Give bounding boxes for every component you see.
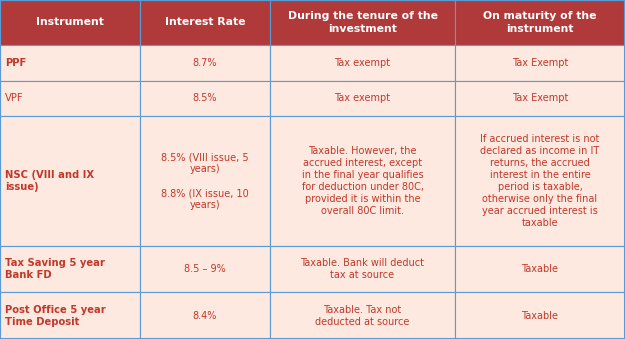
Text: If accrued interest is not
declared as income in IT
returns, the accrued
interes: If accrued interest is not declared as i…: [481, 134, 600, 228]
Bar: [140, 45, 270, 80]
Text: Post Office 5 year
Time Deposit: Post Office 5 year Time Deposit: [5, 305, 106, 327]
Text: 8.7%: 8.7%: [192, 58, 218, 67]
Bar: [455, 45, 625, 80]
Bar: [270, 80, 455, 116]
Bar: [455, 80, 625, 116]
Text: Taxable. However, the
accrued interest, except
in the final year qualifies
for d: Taxable. However, the accrued interest, …: [301, 146, 424, 216]
Bar: [140, 80, 270, 116]
Text: 8.5 – 9%: 8.5 – 9%: [184, 264, 226, 274]
Text: Tax exempt: Tax exempt: [334, 93, 391, 103]
Text: Tax Exempt: Tax Exempt: [512, 58, 568, 67]
Text: VPF: VPF: [5, 93, 24, 103]
Bar: [140, 293, 270, 339]
Bar: [455, 116, 625, 246]
Bar: [270, 116, 455, 246]
Bar: [0, 0, 140, 45]
Text: Taxable. Tax not
deducted at source: Taxable. Tax not deducted at source: [316, 305, 410, 327]
Text: Tax exempt: Tax exempt: [334, 58, 391, 67]
Bar: [140, 246, 270, 293]
Text: During the tenure of the
investment: During the tenure of the investment: [288, 11, 438, 34]
Bar: [0, 80, 140, 116]
Text: PPF: PPF: [5, 58, 26, 67]
Text: NSC (VIII and IX
issue): NSC (VIII and IX issue): [5, 170, 94, 192]
Bar: [455, 0, 625, 45]
Bar: [270, 293, 455, 339]
Bar: [0, 45, 140, 80]
Bar: [455, 246, 625, 293]
Bar: [270, 0, 455, 45]
Bar: [270, 246, 455, 293]
Bar: [270, 45, 455, 80]
Bar: [0, 293, 140, 339]
Text: Instrument: Instrument: [36, 17, 104, 27]
Text: Taxable: Taxable: [521, 264, 559, 274]
Text: Tax Exempt: Tax Exempt: [512, 93, 568, 103]
Text: Taxable: Taxable: [521, 311, 559, 321]
Text: Interest Rate: Interest Rate: [165, 17, 245, 27]
Text: On maturity of the
instrument: On maturity of the instrument: [483, 11, 597, 34]
Text: Taxable. Bank will deduct
tax at source: Taxable. Bank will deduct tax at source: [301, 258, 424, 280]
Text: 8.4%: 8.4%: [192, 311, 218, 321]
Bar: [140, 116, 270, 246]
Bar: [455, 293, 625, 339]
Text: 8.5% (VIII issue, 5
years)

8.8% (IX issue, 10
years): 8.5% (VIII issue, 5 years) 8.8% (IX issu…: [161, 152, 249, 210]
Bar: [0, 246, 140, 293]
Text: Tax Saving 5 year
Bank FD: Tax Saving 5 year Bank FD: [5, 258, 105, 280]
Text: 8.5%: 8.5%: [192, 93, 218, 103]
Bar: [0, 116, 140, 246]
Bar: [140, 0, 270, 45]
